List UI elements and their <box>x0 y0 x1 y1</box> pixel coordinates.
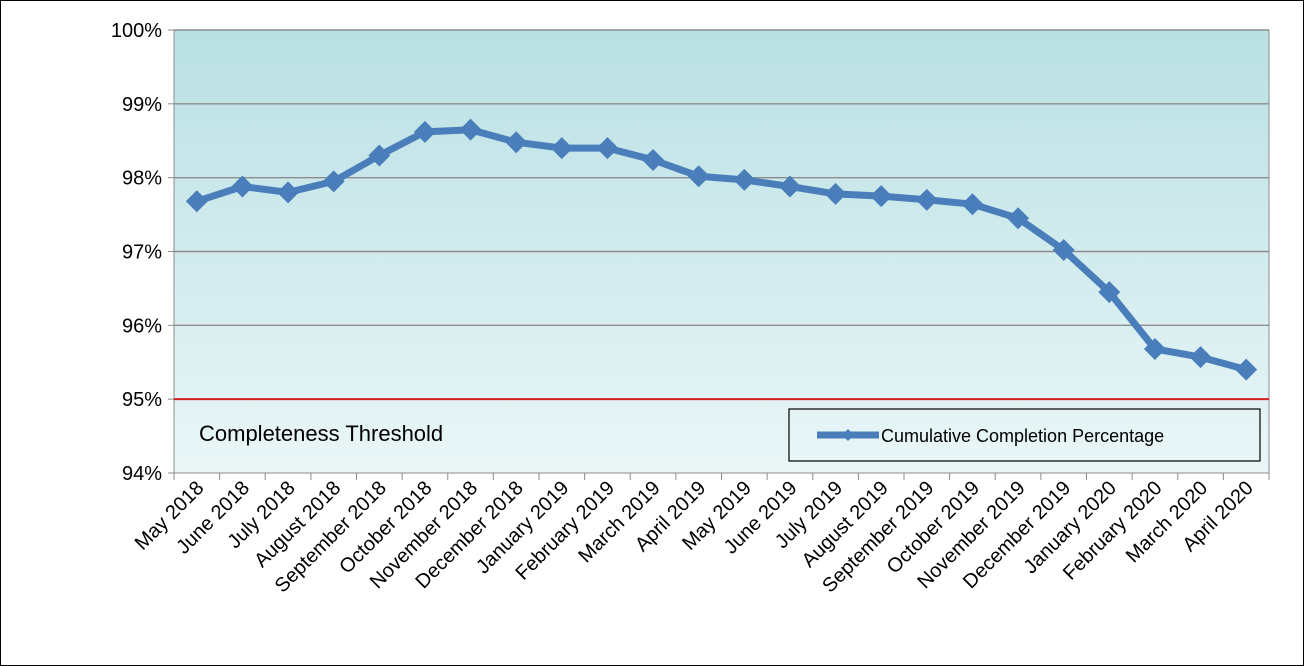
legend: Cumulative Completion Percentage <box>788 408 1261 462</box>
y-tick-label: 96% <box>122 315 162 337</box>
series-line <box>195 126 1248 373</box>
data-point <box>505 131 528 154</box>
data-point <box>642 148 665 171</box>
y-tick-label: 100% <box>111 20 162 42</box>
legend-label: Cumulative Completion Percentage <box>881 426 1164 446</box>
data-point <box>1098 281 1121 304</box>
data-point <box>596 137 619 160</box>
data-point <box>231 175 254 198</box>
data-point <box>550 137 573 160</box>
data-point <box>459 118 482 141</box>
data-point <box>778 175 801 198</box>
data-point <box>413 120 436 143</box>
y-tick-label: 99% <box>122 94 162 116</box>
data-point <box>368 144 391 167</box>
data-point <box>322 170 345 193</box>
data-point <box>1007 207 1030 230</box>
data-point <box>915 188 938 211</box>
data-point <box>824 182 847 205</box>
data-point <box>961 193 984 216</box>
data-point <box>1143 337 1166 360</box>
data-point <box>687 165 710 188</box>
data-point <box>1189 346 1212 369</box>
y-tick-label: 98% <box>122 168 162 190</box>
y-axis: 94% 95% 96% 97% 98% 99% 100% <box>111 20 174 485</box>
y-tick-label: 94% <box>122 463 162 485</box>
threshold-label: Completeness Threshold <box>199 421 443 446</box>
y-tick-label: 95% <box>122 389 162 411</box>
legend-marker <box>842 429 854 441</box>
data-point <box>733 168 756 191</box>
series-markers <box>185 118 1258 381</box>
data-point <box>870 185 893 208</box>
y-tick-label: 97% <box>122 242 162 264</box>
legend-box <box>788 408 1261 462</box>
data-point <box>277 181 300 204</box>
data-point <box>1235 358 1258 381</box>
data-point <box>1052 239 1075 262</box>
data-point <box>185 190 208 213</box>
